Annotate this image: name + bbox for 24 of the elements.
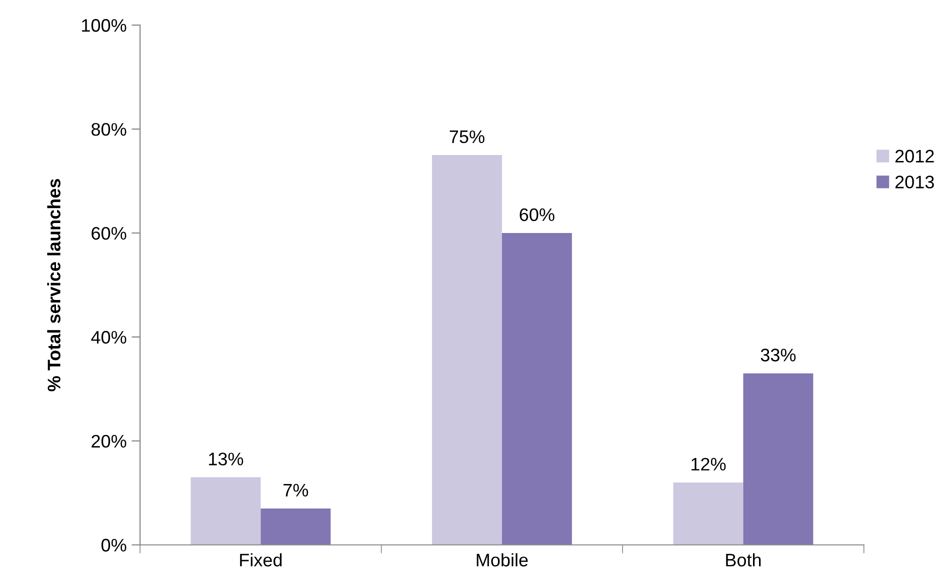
bar: [260, 508, 331, 545]
y-tick-label: 40%: [91, 330, 126, 344]
data-label: 7%: [284, 484, 308, 497]
legend-label: 2013: [895, 176, 934, 188]
y-tick-label: 0%: [101, 538, 126, 552]
y-tick-label: 80%: [92, 123, 126, 136]
y-tick-label: 100%: [82, 19, 126, 32]
x-tick-label: Fixed: [240, 553, 282, 566]
x-tick-label: Mobile: [476, 553, 528, 566]
y-tick-label: 60%: [92, 226, 126, 240]
data-label: 60%: [520, 208, 554, 222]
bar: [502, 233, 572, 545]
bar: [432, 155, 502, 545]
legend-label: 2012: [895, 150, 934, 163]
bar: [743, 373, 814, 545]
data-label: 12%: [692, 458, 726, 471]
data-label: 33%: [760, 348, 796, 362]
y-tick-label: 20%: [92, 434, 126, 448]
bar: [190, 477, 261, 545]
y-axis-title: % Total service launches: [47, 179, 60, 392]
bar: [673, 482, 744, 545]
data-label: 13%: [209, 452, 244, 466]
data-label: 75%: [450, 130, 484, 144]
x-tick-label: Both: [726, 553, 761, 566]
